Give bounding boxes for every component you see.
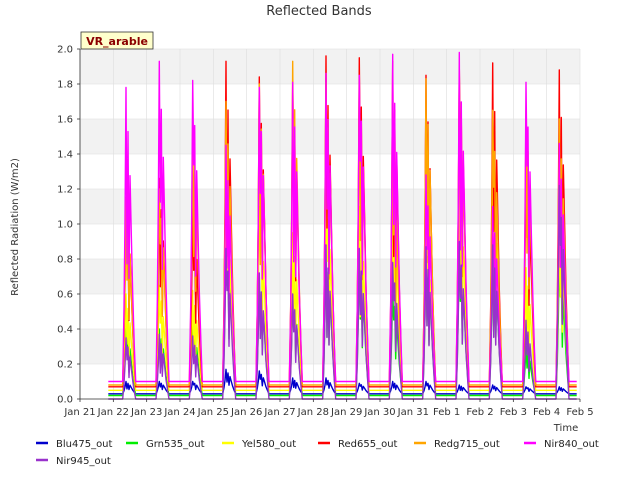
legend-item-yel580_out: Yel580_out: [222, 439, 296, 450]
y-tick-label: 2.0: [57, 45, 73, 56]
y-tick-label: 1.0: [57, 220, 73, 231]
y-tick-label: 1.6: [57, 115, 73, 126]
y-tick-label: 0.6: [57, 290, 73, 301]
y-tick-label: 0.2: [57, 360, 73, 371]
x-tick-label: Feb 5: [566, 407, 593, 418]
series-lines: [108, 51, 577, 400]
y-tick-label: 1.4: [57, 150, 73, 161]
badge: VR_arable: [80, 31, 154, 50]
x-tick-label: Jan 28: [297, 407, 329, 418]
badge-box: [80, 31, 154, 50]
plot-band: [80, 119, 580, 154]
legend-label: Nir945_out: [56, 456, 111, 467]
x-tick-label: Feb 3: [500, 407, 527, 418]
legend-item-red655_out: Red655_out: [318, 439, 398, 450]
y-tick-label: 0.8: [57, 255, 73, 266]
plot-band: [80, 329, 580, 364]
legend-label: Red655_out: [338, 439, 398, 450]
x-tick-label: Jan 21: [63, 407, 95, 418]
legend-label: Redg715_out: [434, 439, 500, 450]
legend-item-redg715_out: Redg715_out: [414, 439, 500, 450]
x-tick-label: Jan 26: [230, 407, 262, 418]
x-tick-label: Jan 29: [330, 407, 362, 418]
x-tick-label: Jan 30: [363, 407, 395, 418]
legend: Blu475_out Grn535_out Yel580_out Red655_out…: [36, 439, 599, 467]
legend-label: Blu475_out: [56, 439, 113, 450]
x-axis-label: Time: [553, 423, 578, 434]
y-tick-label: 1.8: [57, 80, 73, 91]
y-tick-label: 0.0: [57, 395, 73, 406]
y-tick-labels: 0.0 0.2 0.4 0.6 0.8 1.0 1.2 1.4 1.6 1.8 2.0: [57, 45, 80, 406]
x-tick-label: Jan 22: [97, 407, 129, 418]
legend-label: Grn535_out: [146, 439, 205, 450]
y-axis-label: Reflected Radiation (W/m2): [10, 158, 21, 296]
legend-item-blu475_out: Blu475_out: [36, 439, 113, 450]
x-tick-label: Jan 24: [163, 407, 195, 418]
x-tick-label: Jan 23: [130, 407, 162, 418]
x-tick-label: Jan 31: [397, 407, 429, 418]
x-tick-label: Feb 4: [533, 407, 560, 418]
legend-item-nir840_out: Nir840_out: [524, 439, 599, 450]
chart-title: Reflected Bands: [266, 4, 372, 19]
legend-label: Yel580_out: [241, 439, 296, 450]
y-tick-label: 1.2: [57, 185, 73, 196]
legend-item-grn535_out: Grn535_out: [126, 439, 205, 450]
badge-label: VR_arable: [86, 35, 148, 48]
x-tick-labels: Jan 21 Jan 22 Jan 23 Jan 24 Jan 25 Jan 26 Jan …: [63, 399, 594, 418]
x-tick-label: Feb 2: [466, 407, 493, 418]
series-line-nir840_out: [108, 51, 577, 383]
x-tick-label: Jan 27: [263, 407, 295, 418]
series-line-blu475_out: [108, 368, 577, 395]
legend-item-nir945_out: Nir945_out: [36, 456, 111, 467]
y-tick-label: 0.4: [57, 325, 73, 336]
x-tick-label: Jan 25: [197, 407, 229, 418]
x-tick-label: Feb 1: [433, 407, 460, 418]
plot-band: [80, 49, 580, 84]
legend-label: Nir840_out: [544, 439, 599, 450]
